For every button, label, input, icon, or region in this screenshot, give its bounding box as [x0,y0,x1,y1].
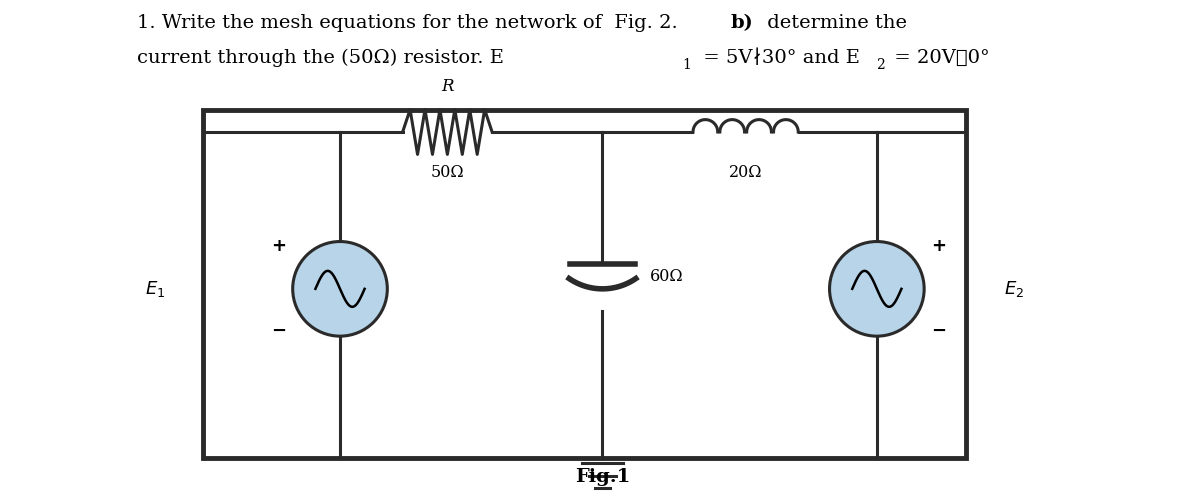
Text: +: + [931,237,946,255]
Circle shape [829,242,925,336]
Text: R: R [441,78,453,95]
Text: = 5V∤30° and E: = 5V∤30° and E [697,49,860,67]
Text: −: − [931,322,946,341]
Circle shape [292,242,388,336]
Text: 1: 1 [682,58,691,72]
Text: = 20V≀0°: = 20V≀0° [888,49,989,67]
Text: 2: 2 [876,58,884,72]
Text: Fig.1: Fig.1 [575,468,630,486]
Text: current through the (50Ω) resistor. E: current through the (50Ω) resistor. E [137,49,505,67]
Text: −: − [271,322,286,341]
Bar [203,110,966,458]
Text: 50Ω: 50Ω [431,164,464,181]
Text: b): b) [730,14,753,32]
Text: $E_2$: $E_2$ [1005,279,1024,299]
Text: $E_1$: $E_1$ [146,279,165,299]
Text: 20Ω: 20Ω [729,164,762,181]
Text: determine the: determine the [761,14,907,32]
Text: +: + [271,237,286,255]
Text: 1. Write the mesh equations for the network of  Fig. 2.: 1. Write the mesh equations for the netw… [137,14,685,32]
Text: 60Ω: 60Ω [650,268,684,285]
